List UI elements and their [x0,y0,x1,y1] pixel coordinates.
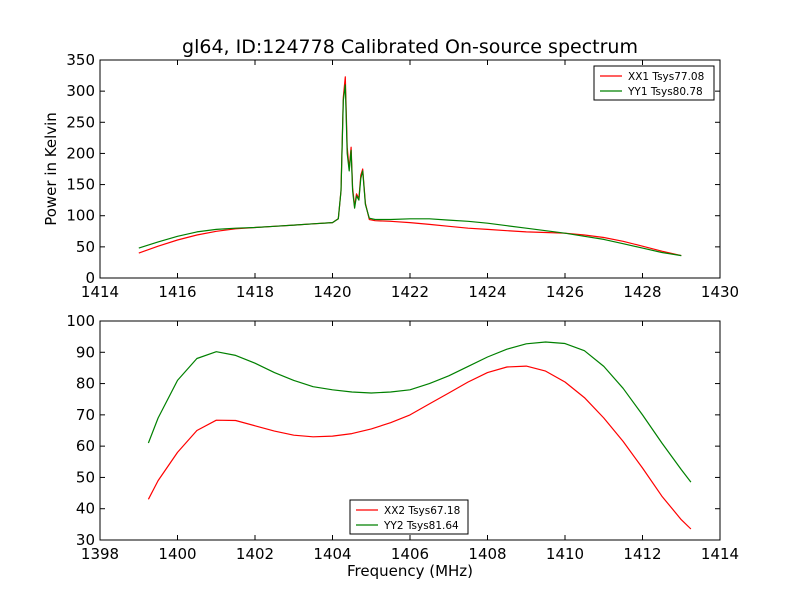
y-tick-label: 40 [76,500,95,518]
series-line-yy2 [147,341,692,483]
y-tick-label: 0 [85,269,95,287]
y-tick-label: 50 [76,238,95,256]
y-tick-label: 300 [66,82,95,100]
x-tick-label: 1420 [313,283,351,301]
x-tick-label: 1424 [468,283,506,301]
y-tick-label: 70 [76,406,95,424]
legend-label: YY1 Tsys80.78 [627,86,703,98]
legend-label: XX1 Tsys77.08 [628,71,704,83]
legend-box [593,65,715,101]
x-tick-label: 1404 [313,545,351,563]
y-tick-label: 50 [76,468,95,486]
y-tick-label: 30 [76,531,95,549]
x-tick-label: 1410 [546,545,584,563]
x-tick-label: 1400 [158,545,196,563]
x-tick-label: 1426 [546,283,584,301]
y-tick-label: 60 [76,437,95,455]
y-tick-label: 100 [66,207,95,225]
legend-box [349,499,469,535]
series-line-yy1 [138,84,682,257]
x-tick-label: 1402 [236,545,274,563]
x-tick-label: 1418 [236,283,274,301]
series-line-xx2 [147,365,692,530]
x-tick-label: 1408 [468,545,506,563]
y-tick-label: 250 [66,113,95,131]
y-tick-label: 100 [66,312,95,330]
legend-label: YY2 Tsys81.64 [383,520,459,532]
x-tick-label: 1416 [158,283,196,301]
x-tick-label: 1406 [391,545,429,563]
x-axis-title: Frequency (MHz) [347,562,473,580]
y-tick-label: 200 [66,144,95,162]
x-tick-label: 1398 [81,545,119,563]
bottom-panel-xx2-yy2: 1398 1400 1402 1404 1406 1408 1410 1412 1414 30 40… [66,312,739,580]
top-panel-xx1-yy1: 1414 1416 1418 1420 1422 1424 1426 1428 1430 0 50 1… [42,51,739,301]
legend-label: XX2 Tsys67.18 [384,505,460,517]
y-tick-label: 150 [66,176,95,194]
x-tick-label: 1428 [623,283,661,301]
y-tick-label: 90 [76,343,95,361]
x-tick-label: 1414 [701,545,739,563]
x-tick-label: 1430 [701,283,739,301]
x-tick-label: 1422 [391,283,429,301]
y-axis-title: Power in Kelvin [42,112,60,226]
y-tick-label: 80 [76,375,95,393]
x-tick-label: 1414 [81,283,119,301]
figure-title: gl64, ID:124778 Calibrated On-source spe… [182,36,638,58]
y-tick-label: 350 [66,51,95,69]
x-tick-label: 1412 [623,545,661,563]
